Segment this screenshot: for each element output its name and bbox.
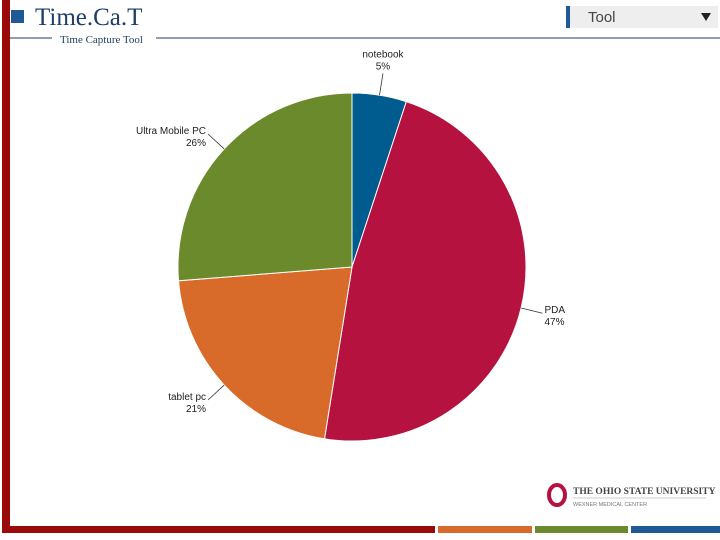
slice-label: PDA: [544, 305, 565, 316]
slice-label: Ultra Mobile PC: [136, 126, 206, 137]
slice-value-label: 47%: [544, 317, 564, 328]
leader-line: [521, 307, 543, 314]
left-bar: [2, 0, 10, 533]
slice-value-label: 5%: [376, 61, 391, 72]
logo-university: The Ohio State University: [573, 487, 716, 497]
leader-line: [207, 384, 225, 401]
logo: The Ohio State University Wexner Medical…: [547, 483, 716, 508]
dropdown-accent: [566, 6, 570, 28]
pie-slice: [323, 101, 527, 442]
slice-value-label: 26%: [186, 138, 206, 149]
logo-mark: [547, 483, 567, 507]
dropdown-box: [570, 6, 718, 28]
leader-line: [207, 133, 225, 150]
slice-value-label: 21%: [186, 404, 206, 415]
logo-center: Wexner Medical Center: [573, 502, 647, 508]
footer-bar: [438, 526, 532, 533]
slice-label: tablet pc: [168, 392, 206, 403]
dropdown[interactable]: Tool: [566, 6, 718, 28]
slide-subtitle: Time Capture Tool: [60, 34, 143, 46]
slice-label: notebook: [362, 49, 404, 60]
footer-bar: [10, 526, 435, 533]
leader-line: [379, 73, 384, 96]
footer-bar: [535, 526, 628, 533]
pie-slice: [177, 92, 353, 282]
slide-title: Time.Ca.T: [35, 4, 142, 31]
dropdown-label: Tool: [588, 9, 616, 26]
title-square: [11, 10, 24, 23]
footer-bar: [631, 526, 720, 533]
dropdown-arrow: [701, 13, 711, 21]
pie-slice: [178, 266, 353, 440]
